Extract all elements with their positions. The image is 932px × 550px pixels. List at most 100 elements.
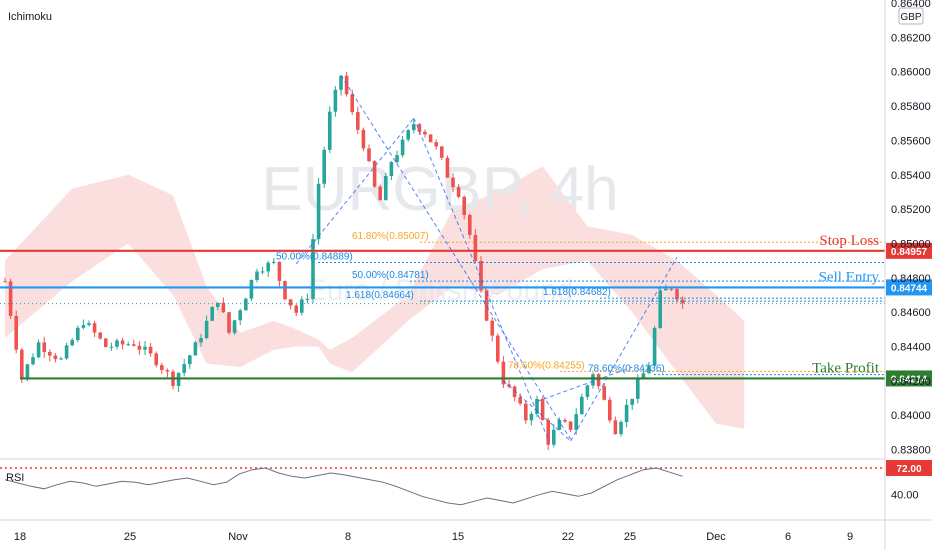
ichimoku-cloud: [5, 166, 745, 429]
candle-body: [591, 374, 595, 386]
candle-body: [585, 385, 590, 397]
candle-body: [501, 361, 506, 385]
level-price-tag: [886, 279, 932, 296]
y-tick-label: 0.86400: [891, 0, 931, 10]
x-tick-label: 22: [562, 531, 574, 543]
candle-body: [479, 260, 483, 291]
price-axis[interactable]: 0.86400 0.86200 0.86000 0.85800 0.85600 0.854…: [891, 0, 931, 457]
candle-body: [193, 342, 198, 356]
candle-body: [473, 234, 478, 261]
currency-badge[interactable]: [898, 7, 924, 25]
x-tick-label: 25: [124, 531, 136, 543]
candle-body: [512, 386, 517, 398]
candle-body: [540, 398, 545, 421]
candle-body: [227, 312, 231, 333]
candle-body: [518, 397, 522, 404]
x-tick-label: 9: [847, 531, 853, 543]
x-tick-label: 18: [14, 531, 26, 543]
candle-body: [630, 398, 634, 405]
candle-body: [367, 148, 371, 162]
candle-body: [423, 131, 427, 135]
candle-body: [445, 157, 450, 178]
candle-body: [378, 186, 382, 201]
candle-body: [283, 280, 287, 300]
candle-body: [535, 398, 539, 414]
candle-body: [238, 310, 242, 321]
level-price-text: 0.84214: [891, 374, 928, 385]
candle-body: [641, 373, 646, 380]
candle-body: [389, 162, 394, 177]
candle-body: [434, 142, 438, 147]
candle-body: [25, 364, 30, 379]
candle-body: [636, 379, 640, 399]
candle-body: [339, 75, 343, 90]
candle-body: [137, 345, 142, 350]
candle-body: [294, 305, 298, 313]
candle-body: [395, 155, 399, 163]
indicator-label[interactable]: Ichimoku: [8, 11, 52, 23]
candle-body: [384, 176, 388, 201]
y-tick-label: 0.84800: [891, 273, 931, 285]
y-tick-label: 0.85400: [891, 170, 931, 182]
candle-body: [647, 365, 651, 374]
candle-body: [255, 271, 259, 280]
candle-body: [350, 94, 354, 113]
candle-body: [675, 289, 679, 300]
candle-body: [148, 346, 153, 354]
y-tick-label: 0.86000: [891, 67, 931, 79]
candle-body: [596, 374, 601, 387]
x-tick-label: 8: [345, 531, 351, 543]
candle-body: [42, 342, 46, 352]
candle-body: [165, 370, 170, 372]
candle-body: [613, 420, 618, 435]
fib-label: 61.80%(0.85007): [352, 231, 429, 242]
candle-body: [529, 413, 534, 421]
candle-body: [160, 365, 164, 371]
candle-body: [568, 421, 573, 430]
candle-body: [400, 139, 405, 156]
level-name: Stop Loss: [819, 233, 879, 249]
rsi-level-text: 72.00: [896, 464, 921, 475]
rsi-label[interactable]: RSI: [6, 472, 24, 484]
level-price-text: 0.84744: [891, 283, 928, 294]
x-tick-label: Nov: [228, 531, 248, 543]
candle-body: [557, 420, 562, 430]
candle-body: [221, 302, 226, 313]
candle-body: [619, 422, 623, 435]
y-tick-label: 0.85800: [891, 101, 931, 113]
level-name: Sell Entry: [819, 269, 880, 285]
candle-body: [580, 396, 584, 415]
candle-body: [490, 320, 494, 336]
candle-body: [669, 288, 674, 290]
candle-body: [311, 239, 315, 299]
y-tick-label: 0.86200: [891, 32, 931, 44]
candle-body: [602, 386, 606, 400]
candle-body: [64, 345, 69, 359]
candle-body: [484, 290, 489, 321]
pattern-leg-a: [295, 117, 415, 265]
y-tick-label: 0.85600: [891, 135, 931, 147]
candle-body: [428, 134, 433, 143]
candle-body: [244, 298, 248, 311]
cloud-area: [5, 166, 745, 429]
currency-label: GBP: [900, 12, 921, 23]
candle-body: [277, 261, 282, 281]
rsi-pane: 72.00 40.00: [0, 460, 932, 506]
candle-body: [154, 353, 158, 366]
time-axis[interactable]: 18 25 Nov 8 15 22 25 Dec 6 9: [14, 531, 853, 543]
y-tick-label: 0.84400: [891, 342, 931, 354]
candle-body: [232, 320, 237, 333]
candle-body: [300, 299, 304, 313]
rsi-level-tag: [886, 460, 932, 476]
candle-body: [182, 364, 186, 373]
level-price-tag: [886, 370, 932, 387]
candle-body: [524, 403, 528, 421]
fibonacci-levels: 61.80%(0.85007) 50.00%(0.84889) 50.00%(0.8…: [276, 231, 885, 376]
candle-body: [652, 327, 657, 366]
candle-body: [210, 307, 214, 321]
pattern-leg-f: [536, 366, 633, 402]
x-tick-label: 6: [785, 531, 791, 543]
level-price-text: 0.84957: [891, 247, 928, 258]
